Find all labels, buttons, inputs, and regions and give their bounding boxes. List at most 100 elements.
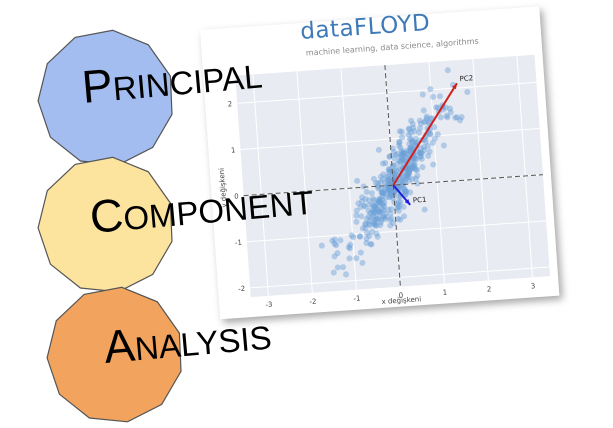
data-point: [371, 203, 378, 210]
data-point: [396, 157, 403, 164]
data-point: [417, 150, 424, 157]
data-point: [370, 175, 377, 182]
data-point: [380, 171, 387, 178]
data-point: [334, 250, 341, 257]
y-axis-label: y değişkeni: [218, 168, 229, 208]
data-point: [397, 216, 404, 223]
data-point: [430, 161, 437, 168]
grid-line-x: [296, 71, 313, 293]
data-point: [400, 149, 407, 156]
data-point: [388, 215, 395, 222]
data-point: [457, 117, 464, 124]
data-point: [350, 234, 357, 241]
data-point: [408, 161, 415, 168]
data-point: [401, 186, 408, 193]
pc2-arrowhead: [452, 83, 457, 90]
data-point: [372, 209, 379, 216]
data-point: [425, 152, 432, 159]
data-point: [346, 255, 353, 262]
data-point: [429, 139, 436, 146]
data-point: [331, 253, 338, 260]
data-point: [374, 233, 381, 240]
data-point: [405, 173, 412, 180]
data-point: [410, 161, 417, 168]
data-point: [357, 204, 364, 211]
data-point: [444, 67, 451, 74]
data-point: [390, 189, 397, 196]
data-point: [399, 155, 406, 162]
data-point: [359, 225, 366, 232]
data-point: [375, 201, 382, 208]
data-point: [404, 172, 411, 179]
data-point: [363, 188, 370, 195]
data-point: [404, 169, 411, 176]
data-point: [371, 221, 378, 228]
data-point: [414, 180, 421, 187]
data-point: [386, 166, 393, 173]
data-point: [434, 131, 441, 138]
data-point: [400, 157, 407, 164]
data-point: [410, 125, 417, 132]
data-point: [378, 185, 385, 192]
data-point: [419, 91, 426, 98]
data-point: [379, 200, 386, 207]
grid-line-x: [252, 74, 269, 296]
data-point: [409, 138, 416, 145]
data-point: [406, 141, 413, 148]
data-point: [382, 210, 389, 217]
data-point: [403, 175, 410, 182]
data-point: [431, 135, 438, 142]
data-point: [407, 165, 414, 172]
data-point: [379, 160, 386, 167]
data-point: [376, 198, 383, 205]
data-point: [404, 171, 411, 178]
data-point: [400, 149, 407, 156]
data-point: [388, 206, 395, 213]
data-point: [361, 203, 368, 210]
data-point: [391, 170, 398, 177]
data-point: [391, 188, 398, 195]
data-point: [357, 249, 364, 256]
data-point: [397, 154, 404, 161]
data-point: [365, 207, 372, 214]
data-point: [359, 259, 366, 266]
data-point: [361, 202, 368, 209]
data-point: [395, 207, 402, 214]
data-point: [376, 208, 383, 215]
x-tick-label: 3: [531, 282, 536, 290]
data-point: [401, 150, 408, 157]
data-point: [416, 117, 423, 124]
data-point: [374, 216, 381, 223]
data-point: [384, 173, 391, 180]
data-point: [378, 216, 385, 223]
data-point: [363, 235, 370, 242]
data-point: [379, 214, 386, 221]
data-point: [412, 155, 419, 162]
data-point: [380, 207, 387, 214]
data-point: [399, 182, 406, 189]
data-point: [396, 139, 403, 146]
data-point: [430, 93, 437, 100]
data-point: [362, 196, 369, 203]
data-point: [371, 219, 378, 226]
data-point: [383, 214, 390, 221]
data-point: [464, 88, 471, 95]
data-point: [399, 151, 406, 158]
pc1-label: PC1: [413, 196, 427, 205]
data-point: [419, 164, 426, 171]
data-point: [394, 160, 401, 167]
data-point: [420, 143, 427, 150]
origin-axes: [243, 65, 543, 287]
data-point: [353, 218, 360, 225]
data-point: [434, 104, 441, 111]
data-point: [377, 208, 384, 215]
data-point: [387, 186, 394, 193]
plot-card: dataFLOYD machine learning, data science…: [200, 6, 560, 320]
y-tick-label: 1: [231, 146, 236, 154]
data-point: [407, 147, 414, 154]
grid-line-y: [246, 220, 547, 243]
data-point: [377, 219, 384, 226]
data-point: [409, 121, 416, 128]
data-point: [390, 219, 397, 226]
y-tick-label: -2: [238, 285, 246, 293]
